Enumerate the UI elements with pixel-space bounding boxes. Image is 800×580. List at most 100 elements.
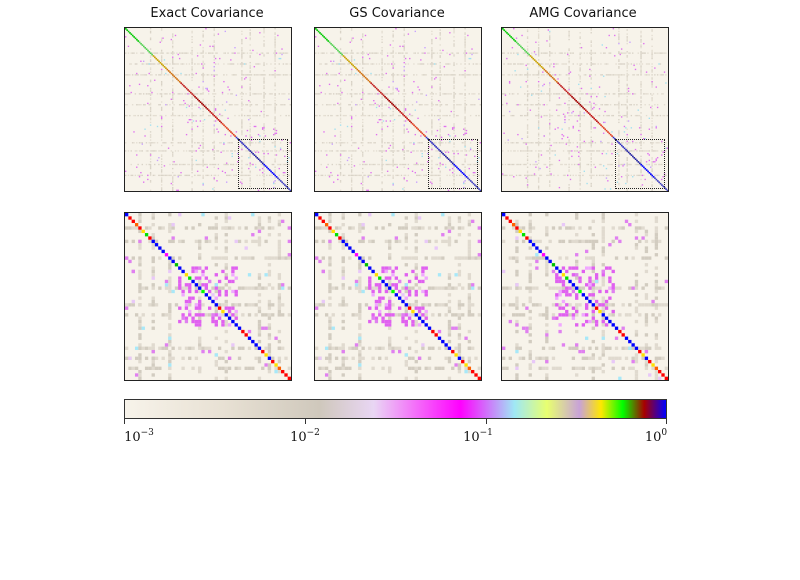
heatmap-cell	[439, 177, 441, 179]
heatmap-cell	[663, 114, 666, 117]
heatmap-cell	[138, 273, 142, 277]
heatmap-cell	[208, 114, 210, 117]
heatmap-cell	[177, 114, 179, 117]
heatmap-cell	[633, 63, 635, 65]
heatmap-cell	[549, 185, 551, 187]
heatmap-cell	[539, 174, 541, 177]
heatmap-cell	[658, 63, 660, 65]
heatmap-cell	[378, 63, 381, 65]
heatmap-cell	[350, 37, 353, 39]
heatmap-cell	[177, 176, 179, 178]
heatmap-cell	[172, 47, 174, 49]
heatmap-cell	[589, 52, 591, 54]
heatmap-cell	[431, 105, 433, 107]
heatmap-cell	[158, 163, 160, 166]
heatmap-cell	[127, 150, 130, 152]
heatmap-cell	[650, 166, 652, 168]
heatmap-cell	[433, 174, 436, 177]
heatmap-cell	[640, 55, 642, 57]
heatmap-cell	[191, 161, 193, 163]
heatmap-cell	[274, 60, 276, 62]
heatmap-cell	[274, 120, 276, 122]
heatmap-cell	[339, 174, 342, 177]
heatmap-cell	[339, 104, 342, 106]
heatmap-cell	[465, 52, 468, 54]
heatmap-cell	[526, 79, 529, 81]
heatmap-cell	[464, 148, 466, 151]
heatmap-cell	[626, 173, 628, 175]
heatmap-diagonal-cell	[217, 119, 220, 121]
heatmap-diagonal-cell	[522, 48, 525, 51]
heatmap-cell	[127, 45, 130, 48]
heatmap-cell	[339, 150, 342, 152]
heatmap-cell	[640, 71, 642, 73]
heatmap-cell	[620, 74, 623, 76]
heatmap-cell	[158, 157, 160, 159]
heatmap-cell	[464, 117, 466, 120]
heatmap-cell	[507, 139, 509, 141]
heatmap-cell	[241, 102, 243, 105]
heatmap-cell	[632, 93, 634, 95]
heatmap-cell	[640, 112, 642, 114]
heatmap-cell	[453, 114, 455, 117]
heatmap-cell	[460, 93, 462, 95]
heatmap-cell	[590, 78, 592, 80]
heatmap-cell	[504, 94, 507, 96]
heatmap-cell	[651, 110, 653, 113]
heatmap-cell	[160, 80, 163, 83]
heatmap-cell	[440, 136, 443, 139]
heatmap-cell	[196, 170, 199, 172]
heatmap-cell	[241, 170, 243, 172]
heatmap-cell	[241, 105, 243, 107]
heatmap-cell	[615, 74, 617, 76]
heatmap-cell	[378, 174, 381, 177]
heatmap-cell	[324, 174, 327, 177]
heatmap-cell	[170, 38, 173, 41]
heatmap-cell	[227, 52, 229, 54]
heatmap-cell	[580, 93, 583, 95]
heatmap-cell	[558, 159, 561, 162]
heatmap-cell	[274, 154, 276, 156]
heatmap-cell	[640, 34, 642, 37]
heatmap-cell	[231, 226, 235, 230]
heatmap-diagonal-cell	[241, 142, 243, 144]
heatmap-cell	[190, 150, 192, 152]
heatmap-cell	[435, 163, 437, 166]
heatmap-diagonal-cell	[647, 170, 649, 173]
heatmap-cell	[282, 52, 285, 54]
heatmap-cell	[576, 142, 579, 144]
heatmap-cell	[611, 143, 613, 145]
heatmap-cell	[172, 163, 174, 166]
heatmap-cell	[602, 132, 605, 134]
heatmap-cell	[368, 142, 371, 144]
heatmap-cell	[181, 163, 184, 166]
heatmap-cell	[149, 90, 152, 92]
heatmap-cell	[609, 52, 612, 54]
heatmap-cell	[413, 143, 415, 145]
heatmap-cell	[579, 52, 581, 54]
heatmap-cell	[557, 93, 559, 95]
heatmap-diagonal-cell	[573, 98, 576, 101]
heatmap-cell	[274, 82, 276, 84]
heatmap-cell	[249, 142, 251, 144]
heatmap-cell	[526, 166, 529, 168]
heatmap-cell	[518, 163, 520, 166]
heatmap-diagonal-cell	[370, 82, 372, 84]
heatmap-cell	[191, 67, 193, 69]
heatmap-diagonal-cell	[140, 42, 142, 45]
heatmap-cell	[149, 37, 152, 39]
heatmap-cell	[185, 52, 188, 54]
heatmap-cell	[350, 38, 353, 41]
heatmap-cell	[602, 150, 605, 152]
heatmap-cell	[583, 170, 585, 172]
heatmap-cell	[524, 52, 526, 54]
heatmap-cell	[627, 63, 630, 65]
heatmap-cell	[237, 150, 239, 152]
heatmap-cell	[612, 114, 615, 117]
heatmap-diagonal-cell	[543, 68, 546, 71]
heatmap-cell	[579, 177, 581, 179]
heatmap-cell	[554, 74, 556, 76]
heatmap-cell	[227, 142, 229, 144]
heatmap-cell	[332, 104, 335, 106]
heatmap-cell	[404, 108, 407, 110]
